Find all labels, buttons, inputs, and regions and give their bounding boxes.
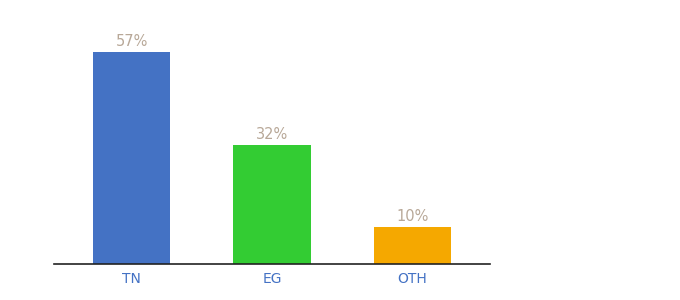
Text: 32%: 32%	[256, 127, 288, 142]
Text: 57%: 57%	[116, 34, 148, 49]
Text: 10%: 10%	[396, 209, 428, 224]
Bar	[93, 52, 170, 264]
Bar	[233, 145, 311, 264]
Bar	[374, 227, 451, 264]
